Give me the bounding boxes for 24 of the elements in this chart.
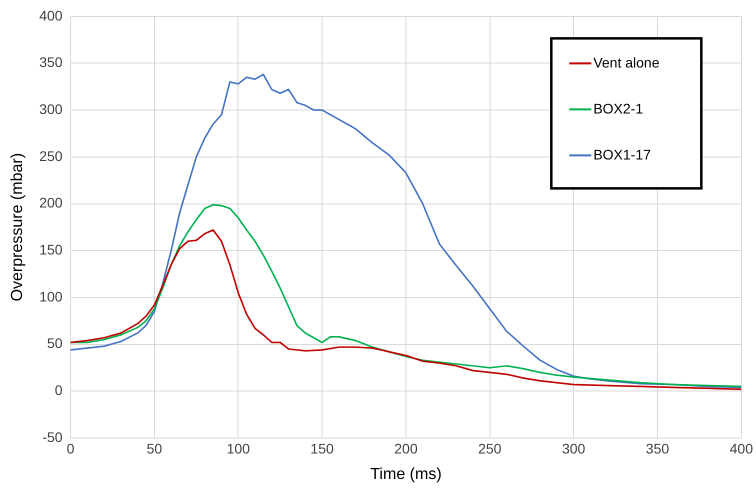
legend-label: Vent alone bbox=[593, 54, 660, 70]
x-tick-label: 150 bbox=[310, 440, 334, 456]
y-tick-label: 300 bbox=[39, 100, 63, 117]
y-tick-label: 150 bbox=[39, 241, 63, 258]
legend-label: BOX1-17 bbox=[593, 146, 652, 162]
y-tick-label: 100 bbox=[39, 288, 63, 304]
x-tick-label: 100 bbox=[226, 440, 250, 456]
x-tick-label: 0 bbox=[66, 440, 75, 456]
y-tick-label: 200 bbox=[39, 194, 63, 211]
x-tick-label: 200 bbox=[394, 440, 418, 456]
y-tick-label: 400 bbox=[39, 7, 63, 24]
y-tick-label: 250 bbox=[39, 148, 63, 164]
x-tick-label: 300 bbox=[562, 440, 586, 456]
y-tick-label: 0 bbox=[54, 382, 63, 398]
y-tick-label: 50 bbox=[46, 335, 63, 352]
legend-label: BOX2-1 bbox=[593, 100, 644, 116]
x-tick-label: 50 bbox=[146, 440, 162, 456]
x-axis-title: Time (ms) bbox=[370, 466, 442, 483]
y-tick-label: 350 bbox=[39, 54, 63, 70]
x-tick-label: 250 bbox=[478, 440, 502, 456]
y-axis-title: Overpressure (mbar) bbox=[9, 152, 26, 302]
x-tick-label: 400 bbox=[730, 440, 754, 456]
x-tick-label: 350 bbox=[646, 440, 670, 456]
y-tick-label: -50 bbox=[42, 428, 63, 445]
